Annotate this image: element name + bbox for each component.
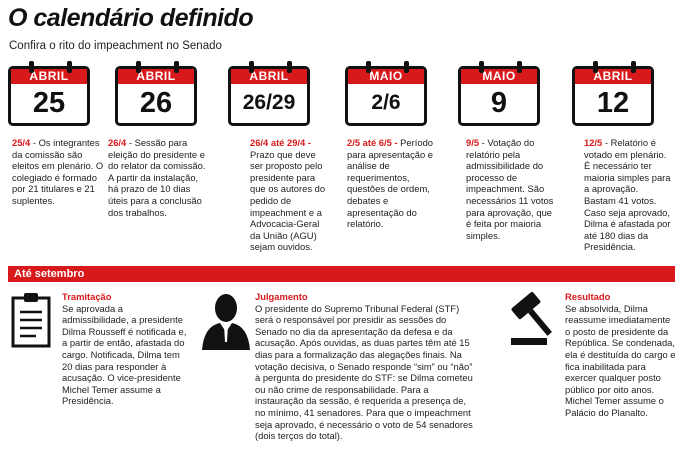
calendar-ring [479, 61, 484, 73]
phase-text: Se absolvida, Dilma reassume imediatamen… [565, 302, 676, 418]
calendar-month: ABRIL [575, 69, 651, 84]
event-date: 26/4 até 29/4 - [250, 137, 311, 148]
calendar-month: MAIO [461, 69, 537, 84]
event-description: - Votação do relatório pela admissibilid… [466, 137, 554, 241]
event-date: 25/4 [12, 137, 31, 148]
event-date: 12/5 [584, 137, 603, 148]
event-date: 26/4 [108, 137, 127, 148]
calendar-day: 26 [139, 87, 173, 119]
phase-title: Resultado [565, 291, 611, 302]
person-icon [202, 294, 250, 350]
event-text: 26/4 - Sessão para eleição do presidente… [108, 137, 208, 218]
calendar-ring [404, 61, 409, 73]
calendar-month: MAIO [348, 69, 424, 84]
event-description: Período para apresentação e análise de r… [347, 137, 434, 230]
calendar: ABRIL 25 [8, 61, 90, 126]
calendar-day: 2/6 [371, 91, 401, 114]
calendar-day: 25 [32, 87, 66, 119]
calendar-ring [136, 61, 141, 73]
phase-text: O presidente do Supremo Tribunal Federal… [255, 302, 473, 442]
calendar: MAIO 9 [458, 61, 540, 126]
calendar-ring [29, 61, 34, 73]
event-date: 2/5 até 6/5 - [347, 137, 398, 148]
calendar-ring [67, 61, 72, 73]
calendar-month: ABRIL [118, 69, 194, 84]
calendar-ring [287, 61, 292, 73]
event-text: 12/5 - Relatório é votado em plenário. É… [572, 137, 672, 253]
calendar-day: 12 [596, 87, 630, 119]
calendar: ABRIL 26/29 [228, 61, 310, 126]
event-text: 2/5 até 6/5 - Período para apresentação … [345, 137, 445, 230]
event-text: 25/4 - Os integrantes da comissão são el… [12, 137, 112, 207]
calendar-ring [517, 61, 522, 73]
phase: Tramitação Se aprovada a admissibilidade,… [62, 291, 192, 407]
subtitle: Confira o rito do impeachment no Senado [9, 40, 222, 52]
event-description: - Relatório é votado em plenário. É nece… [584, 137, 671, 253]
section-label: Até setembro [8, 266, 675, 282]
document-icon [11, 293, 51, 348]
phase-text: Se aprovada a admissibilidade, a preside… [62, 302, 187, 407]
phase-title: Julgamento [255, 291, 308, 302]
event-description: - Sessão para eleição do presidente e do… [108, 137, 206, 218]
calendar-day: 26/29 [242, 91, 296, 114]
calendar-month: ABRIL [231, 69, 307, 84]
calendar-ring [366, 61, 371, 73]
calendar-ring [631, 61, 636, 73]
event-description: Prazo que deve ser proposto pelo preside… [250, 148, 326, 253]
phase: Julgamento O presidente do Supremo Tribun… [255, 291, 475, 442]
calendar: ABRIL 26 [115, 61, 197, 126]
calendar-ring [249, 61, 254, 73]
calendar-ring [593, 61, 598, 73]
title: O calendário definido [8, 4, 254, 32]
calendar: MAIO 2/6 [345, 61, 427, 126]
calendar-day: 9 [490, 87, 508, 119]
calendar: ABRIL 12 [572, 61, 654, 126]
calendar-month: ABRIL [11, 69, 87, 84]
calendar-ring [174, 61, 179, 73]
phase-title: Tramitação [62, 291, 112, 302]
event-text: 9/5 - Votação do relatório pela admissib… [458, 137, 558, 241]
event-text: 26/4 até 29/4 - Prazo que deve ser propo… [228, 137, 328, 253]
event-date: 9/5 [466, 137, 480, 148]
phase: Resultado Se absolvida, Dilma reassume im… [565, 291, 677, 419]
event-description: - Os integrantes da comissão são eleitos… [12, 137, 104, 206]
gavel-icon [511, 292, 553, 345]
